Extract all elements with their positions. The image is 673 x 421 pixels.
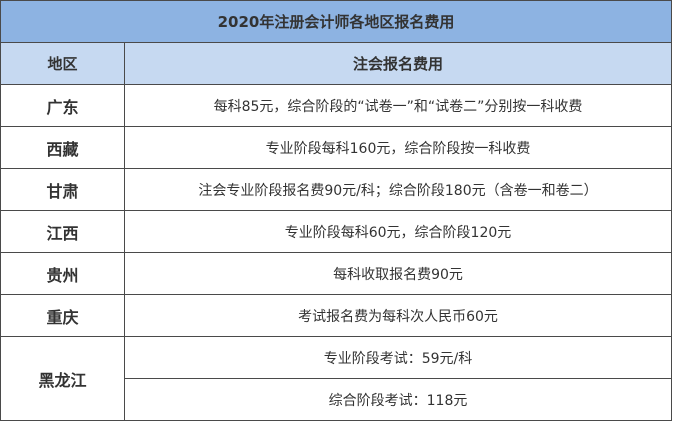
table-title: 2020年注册会计师各地区报名费用 <box>0 0 672 43</box>
header-region: 地区 <box>0 42 125 85</box>
fee-cell: 考试报名费为每科次人民币60元 <box>124 294 672 337</box>
fee-cell: 专业阶段考试：59元/科 <box>124 336 672 379</box>
region-cell: 甘肃 <box>0 168 125 211</box>
region-cell: 重庆 <box>0 294 125 337</box>
table-row: 黑龙江 专业阶段考试：59元/科 <box>0 336 672 421</box>
header-row: 地区 注会报名费用 <box>0 42 672 85</box>
region-cell: 黑龙江 <box>0 336 125 421</box>
table-row: 西藏 专业阶段每科160元，综合阶段按一科收费 <box>0 126 672 169</box>
table-row: 甘肃 注会专业阶段报名费90元/科；综合阶段180元（含卷一和卷二） <box>0 168 672 211</box>
region-cell: 广东 <box>0 84 125 127</box>
table-row: 综合阶段考试：118元 <box>1 378 672 421</box>
fee-cell: 注会专业阶段报名费90元/科；综合阶段180元（含卷一和卷二） <box>124 168 672 211</box>
fee-cell: 专业阶段每科60元，综合阶段120元 <box>124 210 672 253</box>
table-row: 广东 每科85元，综合阶段的“试卷一”和“试卷二”分别按一科收费 <box>0 84 672 127</box>
table-row: 重庆 考试报名费为每科次人民币60元 <box>0 294 672 337</box>
fee-cell: 综合阶段考试：118元 <box>124 378 672 421</box>
fee-cell: 专业阶段每科160元，综合阶段按一科收费 <box>124 126 672 169</box>
header-fee: 注会报名费用 <box>124 42 672 85</box>
region-cell: 江西 <box>0 210 125 253</box>
region-cell: 西藏 <box>0 126 125 169</box>
table-row: 贵州 每科收取报名费90元 <box>0 252 672 295</box>
region-cell: 贵州 <box>0 252 125 295</box>
title-row: 2020年注册会计师各地区报名费用 <box>0 0 672 43</box>
fee-cell: 每科收取报名费90元 <box>124 252 672 295</box>
table-row: 江西 专业阶段每科60元，综合阶段120元 <box>0 210 672 253</box>
fee-cell: 每科85元，综合阶段的“试卷一”和“试卷二”分别按一科收费 <box>124 84 672 127</box>
